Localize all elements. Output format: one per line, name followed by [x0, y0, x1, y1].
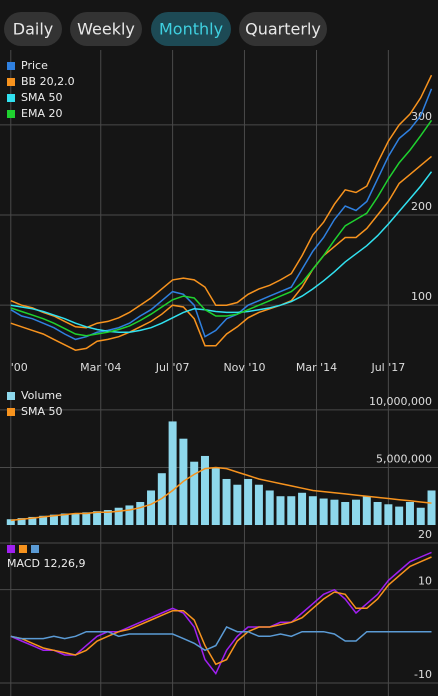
legend-swatch [7, 392, 15, 400]
tab-background [239, 12, 327, 46]
tab-label: Weekly [77, 20, 135, 39]
legend-label: SMA 50 [21, 405, 63, 418]
y-tick-label: 5,000,000 [376, 452, 432, 465]
series-line [10, 466, 432, 522]
legend-label: BB 20,2.0 [21, 75, 75, 88]
volume-bar [93, 511, 102, 525]
volume-bar [308, 496, 317, 525]
volume-bar [103, 510, 112, 525]
y-tick-label: 300 [411, 110, 432, 123]
tab-label: Monthly [159, 20, 223, 39]
volume-bar [28, 516, 37, 525]
volume-bar [136, 501, 145, 525]
y-tick-label: 10 [418, 575, 432, 588]
y-tick-label: 20 [418, 528, 432, 541]
legend-swatch [7, 408, 15, 416]
volume-bar [416, 507, 425, 525]
volume-bar [265, 490, 274, 525]
volume-bar [17, 518, 26, 525]
legend-label: SMA 50 [21, 91, 63, 104]
volume-bar [384, 504, 393, 525]
volume-bar [114, 507, 123, 525]
volume-bar [82, 512, 91, 525]
volume-bar [254, 484, 263, 525]
volume-bar [341, 501, 350, 525]
tab-label: Daily [13, 20, 53, 39]
legend-swatch [7, 94, 15, 102]
volume-bar [330, 499, 339, 525]
x-tick-label: Mar '14 [296, 361, 337, 374]
volume-bar [60, 513, 69, 525]
volume-bar [71, 513, 80, 525]
legend-label: MACD 12,26,9 [7, 557, 85, 570]
y-tick-label: 10,000,000 [369, 395, 432, 408]
legend-swatch [7, 78, 15, 86]
legend-label: EMA 20 [21, 107, 62, 120]
series-line [10, 88, 433, 341]
x-tick-label: Mar '04 [80, 361, 121, 374]
y-tick-label: 200 [411, 200, 432, 213]
volume-bar [276, 496, 285, 525]
volume-bar [362, 496, 371, 525]
legend-swatch [7, 62, 15, 70]
volume-bar [244, 478, 253, 525]
y-tick-label: -10 [414, 668, 432, 681]
volume-bar [405, 501, 414, 525]
volume-bar [125, 505, 134, 525]
series-line [10, 119, 433, 337]
tab-background [4, 12, 62, 46]
volume-bar [39, 515, 48, 525]
legend-label: Price [21, 59, 48, 72]
x-tick-label: Jul '07 [155, 361, 190, 374]
tab-label: Quarterly [245, 20, 321, 39]
volume-bar [49, 514, 58, 525]
series-line [10, 74, 433, 329]
legend-swatch [7, 110, 15, 118]
volume-bar [168, 421, 177, 525]
tab[interactable]: Monthly [151, 12, 231, 46]
legend-swatch [19, 545, 27, 553]
series-line [10, 551, 432, 676]
legend-swatch [7, 545, 15, 553]
volume-bar [233, 484, 242, 525]
y-tick-label: 100 [411, 290, 432, 303]
volume-bar [373, 501, 382, 525]
legend-swatch [31, 545, 39, 553]
volume-bar [298, 492, 307, 525]
volume-bar [211, 467, 220, 525]
x-tick-label: Nov '10 [223, 361, 265, 374]
volume-bar [222, 478, 231, 525]
x-tick-label: '00 [11, 361, 28, 374]
volume-bar [395, 506, 404, 525]
tab-background [151, 12, 231, 46]
tab[interactable]: Quarterly [239, 12, 327, 46]
volume-bar [6, 519, 15, 525]
volume-bar [319, 498, 328, 525]
volume-bar [352, 499, 361, 525]
series-line [10, 626, 432, 652]
volume-bar [190, 461, 199, 525]
series-line [10, 155, 432, 351]
x-tick-label: Jul '17 [370, 361, 405, 374]
series-line [10, 171, 433, 333]
series-line [10, 556, 432, 666]
tab[interactable]: Weekly [70, 12, 142, 46]
volume-bar [147, 490, 156, 525]
tab-background [70, 12, 142, 46]
volume-bar [427, 490, 436, 525]
tab[interactable]: Daily [4, 12, 62, 46]
legend-label: Volume [21, 389, 62, 402]
volume-bar [200, 455, 209, 525]
volume-bar [287, 496, 296, 525]
